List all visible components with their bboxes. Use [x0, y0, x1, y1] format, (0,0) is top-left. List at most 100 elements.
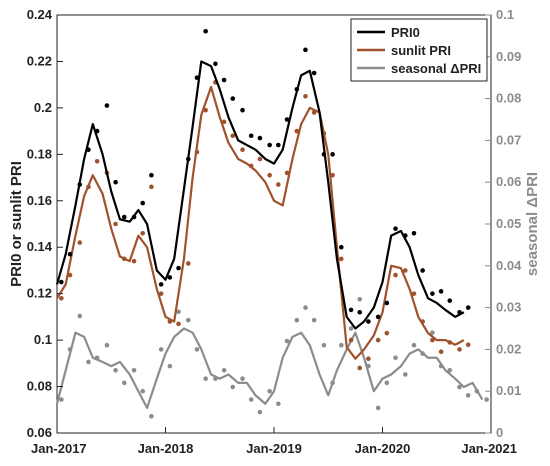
data-point-sunlit-pri — [176, 321, 181, 327]
left-tick-label: 0.06 — [27, 425, 52, 440]
data-point-seasonal-delta-pri — [203, 376, 208, 381]
data-point-pri0 — [303, 47, 308, 53]
data-point-pri0 — [447, 298, 453, 303]
data-point-sunlit-pri — [411, 291, 417, 296]
data-point-seasonal-delta-pri — [430, 330, 435, 335]
data-point-seasonal-delta-pri — [348, 326, 354, 331]
data-point-seasonal-delta-pri — [221, 368, 227, 373]
right-axis: 0 0.01 0.02 0.03 0.04 0.05 0.06 0.07 0.08 0.09 0.1 — [485, 7, 522, 440]
data-point-pri0 — [67, 251, 73, 257]
legend-label-sunlit-pri: sunlit PRI — [391, 43, 451, 58]
data-point-sunlit-pri — [149, 184, 154, 190]
data-point-sunlit-pri — [338, 256, 344, 262]
data-point-sunlit-pri — [438, 349, 444, 355]
data-point-seasonal-delta-pri — [447, 368, 453, 373]
data-point-seasonal-delta-pri — [311, 317, 317, 323]
data-point-seasonal-delta-pri — [149, 413, 154, 419]
data-point-seasonal-delta-pri — [167, 363, 173, 369]
data-point-sunlit-pri — [77, 240, 83, 245]
left-axis: 0.06 0.08 0.1 0.12 0.14 0.16 0.18 0.2 0.22 0.24 — [27, 7, 63, 440]
data-point-pri0 — [59, 279, 64, 285]
data-point-pri0 — [366, 319, 371, 324]
data-point-seasonal-delta-pri — [384, 380, 390, 386]
data-point-sunlit-pri — [366, 356, 371, 361]
data-point-sunlit-pri — [276, 182, 281, 187]
data-point-seasonal-delta-pri — [113, 368, 118, 373]
data-point-seasonal-delta-pri — [267, 388, 272, 394]
series-sunlit-pri — [56, 80, 471, 371]
right-tick-label: 0.02 — [496, 341, 521, 356]
data-point-seasonal-delta-pri — [121, 380, 127, 386]
data-point-pri0 — [104, 103, 110, 108]
left-tick-label: 0.2 — [34, 100, 52, 115]
data-point-pri0 — [203, 28, 208, 34]
data-point-seasonal-delta-pri — [484, 397, 489, 402]
data-point-pri0 — [393, 226, 398, 231]
data-point-sunlit-pri — [131, 258, 137, 264]
x-tick-label: Jan-2019 — [246, 441, 302, 456]
left-tick-label: 0.08 — [27, 379, 52, 394]
right-tick-label: 0.09 — [496, 49, 521, 64]
data-point-seasonal-delta-pri — [357, 296, 363, 302]
left-axis-title: PRI0 or sunlit PRI — [8, 161, 25, 287]
data-point-pri0 — [430, 291, 435, 296]
data-point-seasonal-delta-pri — [338, 342, 344, 348]
data-point-pri0 — [158, 282, 164, 287]
data-point-seasonal-delta-pri — [131, 368, 137, 373]
data-point-pri0 — [311, 70, 317, 76]
data-point-sunlit-pri — [393, 272, 398, 278]
data-point-sunlit-pri — [185, 261, 191, 266]
series-seasonal-delta-pri — [55, 296, 489, 419]
left-tick-label: 0.22 — [27, 53, 52, 68]
x-tick-label: Jan-2021 — [461, 441, 517, 456]
right-tick-label: 0.01 — [496, 383, 521, 398]
data-point-sunlit-pri — [294, 128, 300, 134]
data-point-sunlit-pri — [402, 268, 408, 273]
data-point-sunlit-pri — [140, 230, 146, 236]
data-point-pri0 — [420, 268, 425, 273]
data-point-seasonal-delta-pri — [284, 338, 290, 344]
x-axis: Jan-2017 Jan-2018 Jan-2019 Jan-2020 Jan-2021 — [31, 427, 517, 456]
data-point-seasonal-delta-pri — [393, 355, 398, 361]
data-point-sunlit-pri — [94, 159, 100, 164]
data-point-seasonal-delta-pri — [375, 405, 381, 411]
data-point-pri0 — [176, 265, 181, 271]
data-point-pri0 — [465, 305, 471, 310]
left-tick-label: 0.16 — [27, 193, 52, 208]
data-point-pri0 — [121, 214, 127, 220]
data-point-seasonal-delta-pri — [465, 393, 471, 398]
data-point-pri0 — [438, 289, 444, 294]
data-point-seasonal-delta-pri — [140, 388, 146, 394]
data-point-seasonal-delta-pri — [77, 313, 83, 319]
data-point-sunlit-pri — [230, 133, 236, 139]
data-point-pri0 — [375, 314, 381, 320]
data-point-pri0 — [338, 244, 344, 250]
data-point-pri0 — [167, 275, 173, 280]
data-point-pri0 — [357, 309, 363, 315]
x-tick-label: Jan-2020 — [355, 441, 411, 456]
right-tick-label: 0.1 — [496, 7, 514, 22]
data-point-pri0 — [230, 96, 236, 101]
data-point-seasonal-delta-pri — [230, 384, 236, 390]
right-tick-label: 0.08 — [496, 91, 521, 106]
left-tick-label: 0.1 — [34, 332, 52, 347]
data-point-pri0 — [257, 135, 263, 141]
data-point-seasonal-delta-pri — [194, 347, 200, 352]
right-tick-label: 0 — [496, 425, 503, 440]
data-point-sunlit-pri — [457, 347, 462, 352]
data-point-sunlit-pri — [257, 156, 263, 162]
data-point-seasonal-delta-pri — [104, 342, 110, 348]
data-point-seasonal-delta-pri — [303, 305, 308, 310]
data-point-pri0 — [276, 142, 281, 148]
data-point-seasonal-delta-pri — [457, 384, 462, 390]
series-line-seasonal-delta-pri — [55, 327, 484, 410]
right-tick-label: 0.06 — [496, 174, 521, 189]
data-point-pri0 — [213, 61, 218, 67]
data-point-sunlit-pri — [375, 337, 381, 343]
data-point-seasonal-delta-pri — [185, 317, 191, 323]
series-pri0 — [55, 28, 471, 330]
data-point-seasonal-delta-pri — [321, 342, 327, 348]
data-point-sunlit-pri — [113, 221, 118, 227]
data-point-seasonal-delta-pri — [276, 401, 281, 407]
